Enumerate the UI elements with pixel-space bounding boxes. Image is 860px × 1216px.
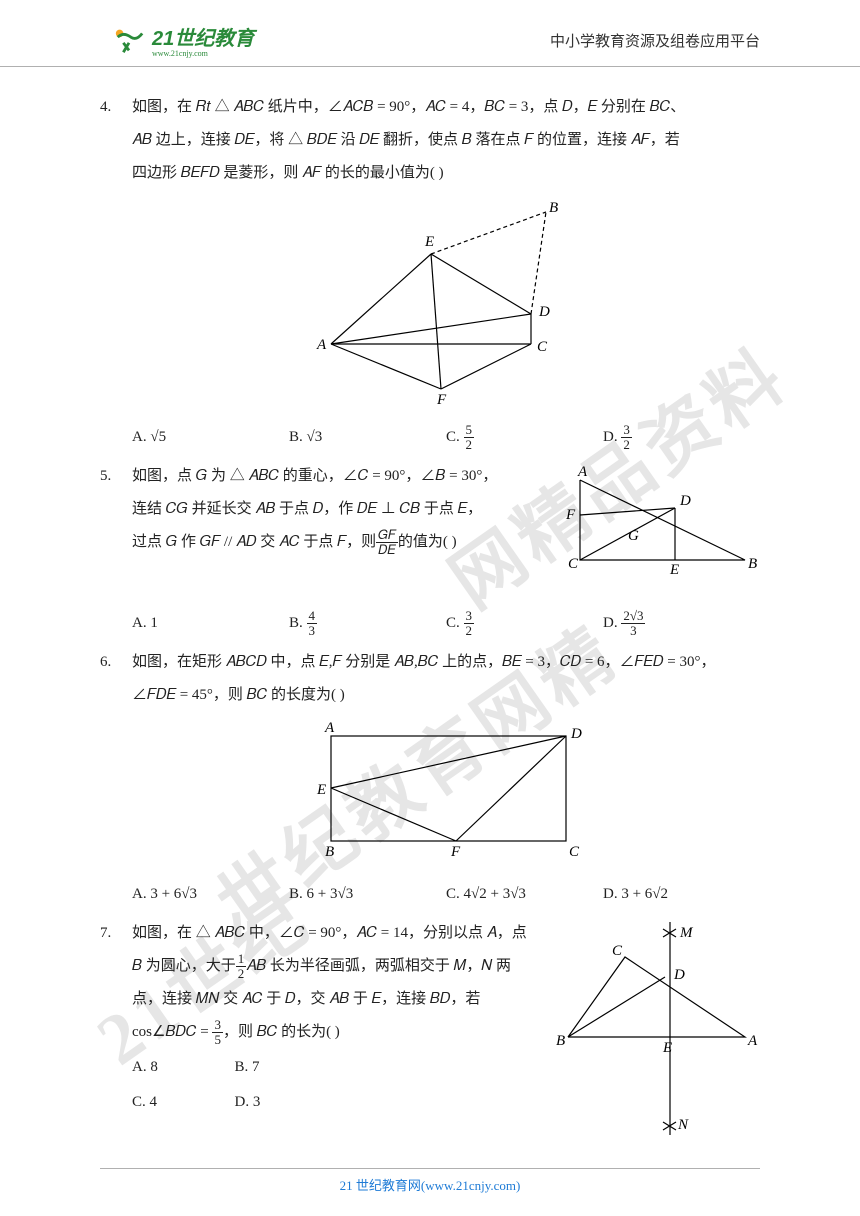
option-c: C. 52 xyxy=(446,421,603,454)
question-number: 4. xyxy=(100,91,132,454)
svg-text:A: A xyxy=(747,1033,758,1049)
svg-text:F: F xyxy=(450,844,461,860)
options: A. 3 + 6√3 B. 6 + 3√3 C. 4√2 + 3√3 D. 3 … xyxy=(132,878,760,911)
svg-text:F: F xyxy=(565,507,576,523)
option-d: D. 3 xyxy=(235,1086,338,1119)
svg-text:C: C xyxy=(612,943,623,959)
svg-text:E: E xyxy=(316,782,326,798)
svg-text:M: M xyxy=(679,925,694,941)
question-text: 𝐴𝐵 边上，连接 𝐷𝐸，将 △ 𝐵𝐷𝐸 沿 𝐷𝐸 翻折，使点 𝐵 落在点 𝐹 的… xyxy=(132,124,760,157)
page-footer: 21 世纪教育网(www.21cnjy.com) xyxy=(100,1168,760,1194)
svg-text:F: F xyxy=(436,392,447,404)
svg-text:B: B xyxy=(549,200,558,216)
option-d: D. 32 xyxy=(603,421,760,454)
svg-text:E: E xyxy=(424,234,434,250)
logo: 21世纪教育 www.21cnjy.com xyxy=(110,22,254,58)
question-number: 7. xyxy=(100,917,132,1155)
question-6: 6. 如图，在矩形 𝐴𝐵𝐶𝐷 中，点 𝐸,𝐹 分别是 𝐴𝐵,𝐵𝐶 上的点，𝐵𝐸 … xyxy=(100,646,760,911)
option-a: A. 3 + 6√3 xyxy=(132,878,289,911)
page-header: 21世纪教育 www.21cnjy.com 中小学教育资源及组卷应用平台 xyxy=(0,0,860,67)
svg-text:B: B xyxy=(325,844,334,860)
svg-text:A: A xyxy=(316,337,327,353)
content: 4. 如图，在 𝑅𝑡 △ 𝐴𝐵𝐶 纸片中，∠𝐴𝐶𝐵 = 90°，𝐴𝐶 = 4，𝐵… xyxy=(0,67,860,1155)
figure-q4: A B C D E F xyxy=(132,194,760,417)
question-4: 4. 如图，在 𝑅𝑡 △ 𝐴𝐵𝐶 纸片中，∠𝐴𝐶𝐵 = 90°，𝐴𝐶 = 4，𝐵… xyxy=(100,91,760,454)
option-b: B. 6 + 3√3 xyxy=(289,878,446,911)
logo-text: 21世纪教育 xyxy=(152,22,254,51)
svg-text:E: E xyxy=(662,1040,672,1056)
question-number: 6. xyxy=(100,646,132,911)
header-title: 中小学教育资源及组卷应用平台 xyxy=(550,30,760,51)
question-text: 如图，在 𝑅𝑡 △ 𝐴𝐵𝐶 纸片中，∠𝐴𝐶𝐵 = 90°，𝐴𝐶 = 4，𝐵𝐶 =… xyxy=(132,91,760,124)
svg-text:E: E xyxy=(669,562,679,578)
option-a: A. 1 xyxy=(132,607,289,640)
question-7: 7. A B C D E xyxy=(100,917,760,1155)
svg-text:G: G xyxy=(628,528,639,544)
option-c: C. 32 xyxy=(446,607,603,640)
option-a: A. 8 xyxy=(132,1051,235,1084)
option-d: D. 2√33 xyxy=(603,607,760,640)
options-row1: A. 8 B. 7 xyxy=(132,1051,542,1084)
svg-text:B: B xyxy=(748,556,757,572)
question-text: 四边形 𝐵𝐸𝐹𝐷 是菱形，则 𝐴𝐹 的长的最小值为( ) xyxy=(132,157,760,190)
option-c: C. 4√2 + 3√3 xyxy=(446,878,603,911)
figure-q6: A B C D E F xyxy=(132,716,760,874)
option-b: B. √3 xyxy=(289,421,446,454)
options: A. 1 B. 43 C. 32 D. 2√33 xyxy=(132,607,760,640)
question-text: 如图，在矩形 𝐴𝐵𝐶𝐷 中，点 𝐸,𝐹 分别是 𝐴𝐵,𝐵𝐶 上的点，𝐵𝐸 = 3… xyxy=(132,646,760,679)
svg-text:N: N xyxy=(677,1117,689,1133)
question-text: ∠𝐹𝐷𝐸 = 45°，则 𝐵𝐶 的长度为( ) xyxy=(132,679,760,712)
svg-text:A: A xyxy=(577,464,588,480)
svg-text:C: C xyxy=(569,844,580,860)
question-5: 5. A B C D E F xyxy=(100,460,760,640)
logo-runner-icon xyxy=(110,24,148,56)
svg-text:D: D xyxy=(538,304,550,320)
options: A. √5 B. √3 C. 52 D. 32 xyxy=(132,421,760,454)
options-row2: C. 4 D. 3 xyxy=(132,1086,542,1119)
svg-text:C: C xyxy=(568,556,579,572)
figure-q5: A B C D E F G xyxy=(550,460,760,593)
question-number: 5. xyxy=(100,460,132,640)
figure-q7: A B C D E M N xyxy=(550,917,760,1155)
svg-text:A: A xyxy=(324,720,335,736)
svg-text:C: C xyxy=(537,339,548,355)
option-c: C. 4 xyxy=(132,1086,235,1119)
svg-text:D: D xyxy=(570,726,582,742)
svg-text:D: D xyxy=(679,493,691,509)
svg-text:D: D xyxy=(673,967,685,983)
option-a: A. √5 xyxy=(132,421,289,454)
svg-text:B: B xyxy=(556,1033,565,1049)
option-d: D. 3 + 6√2 xyxy=(603,878,760,911)
option-b: B. 7 xyxy=(235,1051,338,1084)
option-b: B. 43 xyxy=(289,607,446,640)
